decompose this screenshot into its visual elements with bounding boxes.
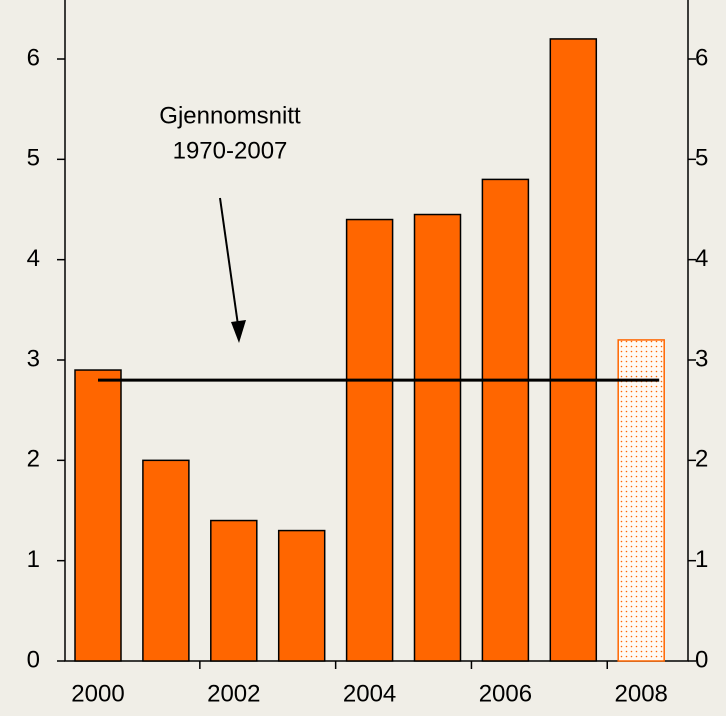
annotation: Gjennomsnitt: [159, 102, 301, 129]
y2-tick-label: 1: [695, 546, 708, 573]
bar: [210, 519, 258, 662]
annotation-arrow: [219, 197, 239, 326]
x-tick-label: 2000: [71, 680, 124, 707]
y-tick-label: 1: [27, 546, 40, 573]
y2-tick-label: 0: [695, 646, 708, 673]
bar: [74, 369, 122, 662]
bar: [481, 178, 530, 662]
bar: [549, 38, 598, 662]
y2-tick-label: 5: [695, 145, 708, 172]
x-tick-label: 2004: [343, 680, 396, 707]
bar: [142, 459, 190, 662]
bar: [413, 213, 462, 662]
x-tick-label: 2008: [615, 680, 668, 707]
y-tick-label: 2: [27, 446, 40, 473]
y-tick-label: 4: [27, 245, 40, 272]
y-tick-label: 5: [27, 145, 40, 172]
x-tick-label: 2002: [207, 680, 260, 707]
bar: [617, 339, 665, 662]
y-tick-label: 3: [27, 345, 40, 372]
bar: [277, 529, 326, 662]
annotation: 1970-2007: [173, 137, 288, 164]
x-tick-label: 2006: [479, 680, 532, 707]
y2-tick-label: 2: [695, 446, 708, 473]
y2-tick-label: 4: [695, 245, 708, 272]
y-tick-label: 0: [27, 646, 40, 673]
y2-tick-label: 3: [695, 345, 708, 372]
y-tick-label: 6: [27, 44, 40, 71]
bar: [345, 218, 394, 662]
arrow-head: [231, 320, 246, 343]
y2-tick-label: 6: [695, 44, 708, 71]
